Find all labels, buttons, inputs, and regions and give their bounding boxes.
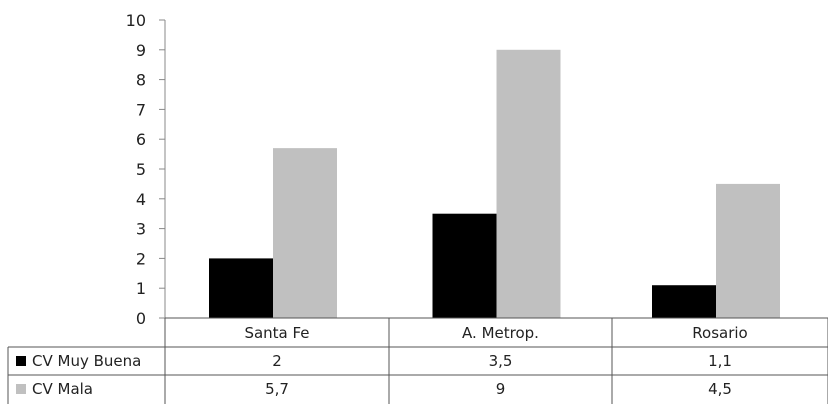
series-name: CV Mala [32, 380, 93, 398]
y-tick-label: 10 [126, 11, 146, 30]
bar-cv-muy-buena [209, 258, 273, 318]
y-tick-label: 8 [136, 71, 146, 90]
y-tick-label: 7 [136, 100, 146, 119]
legend-key-cv-mala [16, 384, 26, 394]
bar-cv-muy-buena [432, 213, 497, 318]
bars-layer [209, 49, 780, 319]
y-tick-label: 5 [136, 160, 146, 179]
bar-cv-mala [273, 148, 337, 318]
data-table-value: 9 [496, 380, 506, 398]
data-table-value: 1,1 [708, 352, 732, 370]
bar-cv-mala [716, 183, 780, 318]
data-table-value: 4,5 [708, 380, 732, 398]
data-table-value: 5,7 [265, 380, 289, 398]
axis-layer: 0 1 2 3 4 5 6 7 8 9 10 [126, 11, 166, 328]
category-label: A. Metrop. [462, 324, 539, 342]
y-tick-label: 4 [136, 190, 146, 209]
y-tick-label: 9 [136, 41, 146, 60]
category-label: Rosario [692, 324, 747, 342]
y-tick-label: 0 [136, 309, 146, 328]
data-table-value: 3,5 [489, 352, 513, 370]
y-tick-label: 2 [136, 249, 146, 268]
y-tick-label: 6 [136, 130, 146, 149]
legend-key-cv-muy-buena [16, 356, 26, 366]
data-table: Santa Fe A. Metrop. Rosario CV Muy Buena 2 3,… [7, 317, 828, 404]
y-tick-label: 3 [136, 220, 146, 239]
category-label: Santa Fe [244, 324, 309, 342]
bar-cv-mala [496, 49, 561, 319]
y-tick-label: 1 [136, 279, 146, 298]
bar-cv-muy-buena [652, 285, 716, 318]
series-name: CV Muy Buena [32, 352, 141, 370]
data-table-value: 2 [272, 352, 282, 370]
